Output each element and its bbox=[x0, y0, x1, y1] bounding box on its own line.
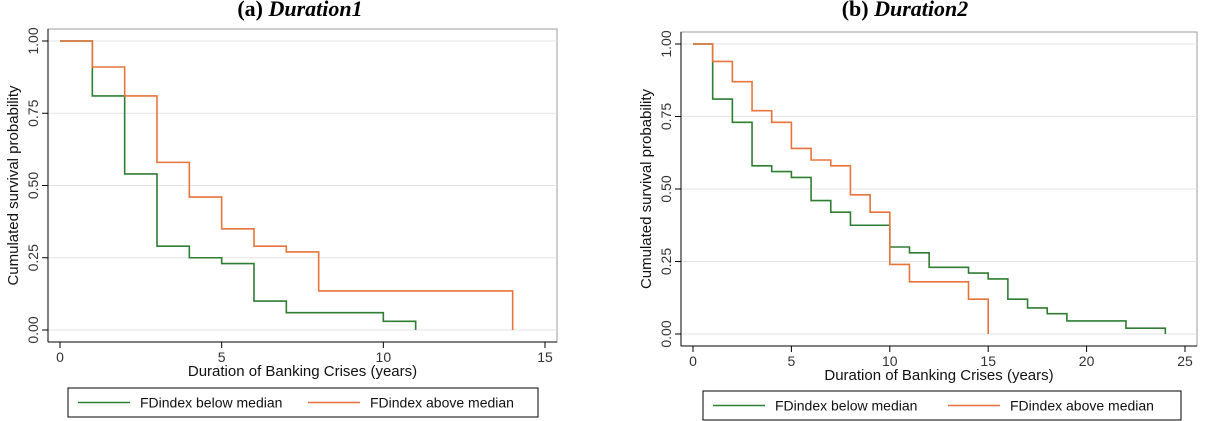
x-tick-label: 0 bbox=[56, 349, 64, 365]
series-line-above-median bbox=[60, 40, 514, 330]
x-tick-label: 10 bbox=[882, 353, 898, 369]
y-tick-label: 0.25 bbox=[658, 248, 674, 275]
y-tick-label: 0.25 bbox=[25, 244, 41, 271]
y-tick-label: 0.50 bbox=[658, 175, 674, 202]
panel-duration2: (b) Duration2 0.00 0.25 0.50 0.75 1.00 0 5 10 15… bbox=[605, 0, 1205, 421]
panel-title-name: Duration2 bbox=[874, 0, 969, 21]
panel-title-label: (b) bbox=[841, 0, 869, 21]
y-tick-label: 1.00 bbox=[25, 27, 41, 54]
legend-box bbox=[67, 387, 539, 418]
legend-label: FDindex below median bbox=[775, 398, 917, 414]
legend-label: FDindex below median bbox=[140, 395, 282, 411]
y-tick-label: 1.00 bbox=[658, 30, 674, 57]
x-tick-label: 15 bbox=[980, 353, 996, 369]
y-axis-title: Cumulated survival probability bbox=[5, 85, 22, 286]
legend-label: FDindex above median bbox=[370, 395, 514, 411]
x-tick-label: 5 bbox=[218, 349, 226, 365]
y-axis-title: Cumulated survival probability bbox=[638, 88, 655, 289]
series-line-above-median bbox=[693, 43, 989, 334]
x-tick-label: 10 bbox=[376, 349, 392, 365]
panel-title: (b) Duration2 bbox=[605, 0, 1205, 22]
series-line-below-median bbox=[693, 43, 1167, 334]
x-axis-title: Duration of Banking Crises (years) bbox=[824, 367, 1053, 384]
survival-chart-duration2: 0.00 0.25 0.50 0.75 1.00 0 5 10 15 20 25 Duration o… bbox=[638, 30, 1198, 421]
panel-title: (a) Duration1 bbox=[0, 0, 600, 22]
x-tick-label: 15 bbox=[537, 349, 553, 365]
y-tick-label: 0.50 bbox=[25, 172, 41, 199]
y-tick-label: 0.00 bbox=[658, 320, 674, 347]
survival-chart-duration1: 0.00 0.25 0.50 0.75 1.00 0 5 10 15 Duration of Ba… bbox=[5, 27, 558, 418]
legend-label: FDindex above median bbox=[1010, 398, 1154, 414]
x-tick-label: 5 bbox=[788, 353, 796, 369]
x-tick-label: 20 bbox=[1079, 353, 1095, 369]
panel-title-label: (a) bbox=[237, 0, 263, 21]
x-tick-label: 0 bbox=[689, 353, 697, 369]
panel-duration1: (a) Duration1 0.00 0.25 0.50 0.75 1.00 0 5 10 15… bbox=[0, 0, 600, 421]
y-tick-label: 0.75 bbox=[658, 103, 674, 130]
y-tick-label: 0.00 bbox=[25, 316, 41, 343]
y-tick-label: 0.75 bbox=[25, 99, 41, 126]
x-tick-label: 25 bbox=[1177, 353, 1193, 369]
x-axis-title: Duration of Banking Crises (years) bbox=[188, 363, 417, 380]
legend-box bbox=[702, 390, 1182, 421]
panel-title-name: Duration1 bbox=[268, 0, 363, 21]
